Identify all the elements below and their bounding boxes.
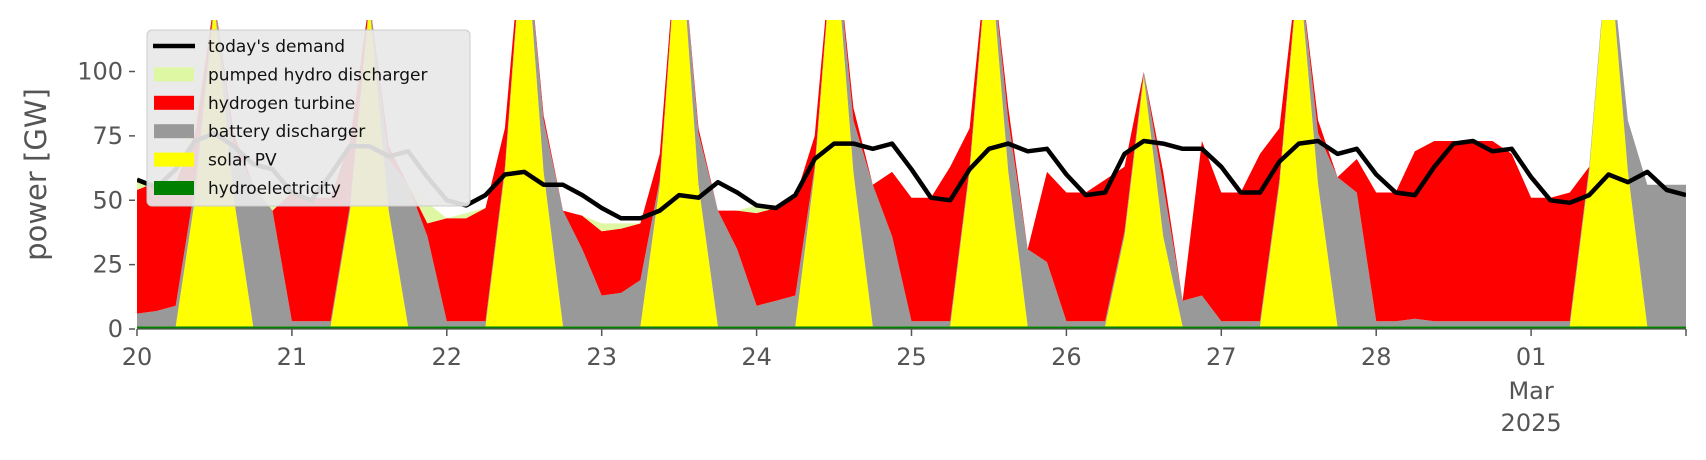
x-tick-label: 25 [896, 343, 927, 371]
legend-swatch-pumped-hydro-discharger [154, 67, 194, 82]
x-tick-label: 24 [741, 343, 772, 371]
stacked-areas [137, 20, 1686, 329]
x-tick-label: 01 [1516, 343, 1547, 371]
legend-swatch-battery-discharger [154, 124, 194, 139]
area-hydroelectricity [137, 326, 1686, 329]
y-tick-label: 100 [77, 58, 123, 86]
x-tick-sublabel: 2025 [1501, 409, 1562, 437]
x-tick-label: 21 [277, 343, 308, 371]
y-tick-label: 0 [108, 315, 123, 343]
x-tick-label: 28 [1361, 343, 1392, 371]
legend-label-hydrogen-turbine: hydrogen turbine [208, 94, 355, 114]
legend-label-hydroelectricity: hydroelectricity [208, 179, 341, 199]
y-tick-label: 75 [92, 122, 123, 150]
x-tick-label: 22 [432, 343, 463, 371]
x-tick-sublabel: Mar [1508, 377, 1553, 405]
x-tick-label: 23 [586, 343, 617, 371]
y-axis-title: power [GW] [19, 88, 53, 261]
x-tick-label: 26 [1051, 343, 1082, 371]
area-hydrogen-turbine [137, 20, 1686, 322]
x-tick-label: 27 [1206, 343, 1237, 371]
legend-label-pumped-hydro-discharger: pumped hydro discharger [208, 65, 427, 85]
area-solar-pv [137, 20, 1686, 327]
y-tick-label: 25 [92, 251, 123, 279]
axes: 0 25 50 75 100 power [GW] 20 21 22 23 24 25 26 27 28 01… [19, 58, 1687, 437]
legend-label-battery-discharger: battery discharger [208, 122, 365, 142]
legend-swatch-solar-pv [154, 152, 194, 167]
legend-swatch-hydroelectricity [154, 181, 194, 195]
legend-box [146, 29, 471, 207]
legend-swatch-hydrogen-turbine [154, 95, 194, 110]
y-tick-label: 50 [92, 186, 123, 214]
x-tick-label: 20 [122, 343, 153, 371]
legend-label-today-s-demand: today's demand [208, 37, 345, 57]
legend-label-solar-pv: solar PV [208, 151, 277, 171]
legend: today's demand pumped hydro discharger hyd… [146, 29, 471, 207]
